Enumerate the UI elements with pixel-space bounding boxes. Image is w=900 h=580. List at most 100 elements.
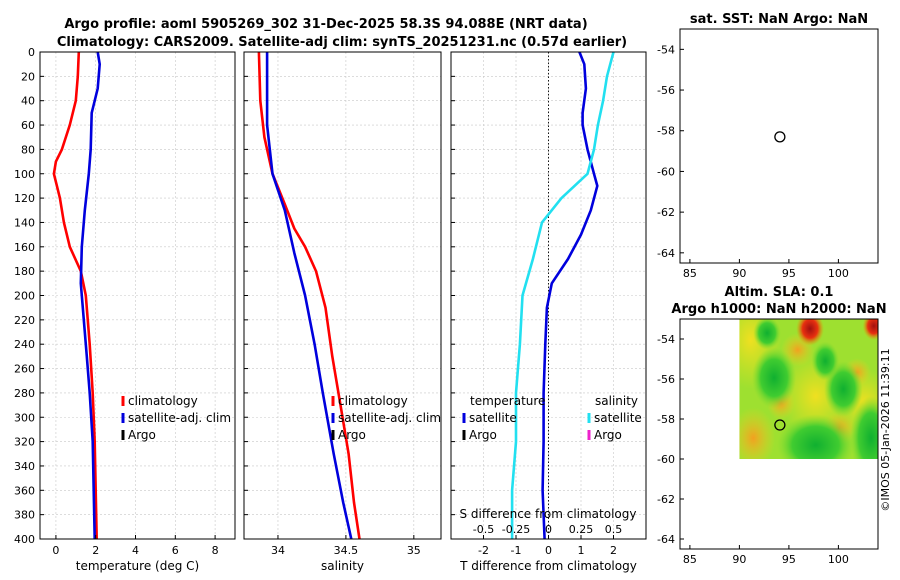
- difference-xtick-label: 1: [578, 544, 585, 557]
- sla_map-xtick-label: 95: [782, 553, 796, 566]
- temperature-ytick-label: 20: [21, 70, 35, 83]
- temperature-series-line: [52, 51, 98, 540]
- sla-heatmap-cell: [739, 407, 776, 459]
- sst_map-ytick-label: -56: [657, 84, 675, 97]
- difference-salinity-legend-label: Argo: [594, 428, 622, 442]
- temperature-ytick-label: 300: [14, 411, 35, 424]
- temperature-legend-label: Argo: [128, 428, 156, 442]
- sla_map-argo-marker: [774, 419, 786, 431]
- sla-heatmap-cell: [811, 341, 840, 381]
- temperature-xtick-label: 4: [132, 544, 139, 557]
- sla-heatmap: [739, 319, 879, 459]
- sla_map-ytick-label: -54: [657, 333, 675, 346]
- sst_map-ytick-label: -54: [657, 43, 675, 56]
- difference-salinity-legend-label: satellite: [594, 411, 642, 425]
- difference-s-tick-label: 0.25: [569, 523, 594, 536]
- sla_map-frame: [679, 318, 879, 550]
- sla-map-panel: Altim. SLA: 0.1 Argo h1000: NaN h2000: Na…: [657, 285, 887, 566]
- sla-map-title-line1: Altim. SLA: 0.1: [725, 285, 834, 300]
- figure-title-line1: Argo profile: aoml 5905269_302 31-Dec-20…: [64, 17, 587, 32]
- figure-title-line2: Climatology: CARS2009. Satellite-adj cli…: [57, 35, 627, 50]
- credit-text: ©IMOS 05-Jan-2026 11:39:11: [879, 348, 892, 511]
- temperature-ytick-label: 0: [28, 46, 35, 59]
- difference-xtick-label: 2: [610, 544, 617, 557]
- salinity-xlabel: salinity: [321, 559, 364, 573]
- difference-xtick-label: 0: [545, 544, 552, 557]
- difference-xlabel: T difference from climatology: [459, 559, 637, 573]
- temperature-legend-label: climatology: [128, 394, 198, 408]
- temperature-ytick-label: 340: [14, 460, 35, 473]
- temperature-ytick-label: 140: [14, 216, 35, 229]
- difference-xtick-label: -1: [511, 544, 522, 557]
- sla-heatmap-cell: [776, 414, 855, 459]
- temperature-ytick-label: 400: [14, 533, 35, 546]
- temperature-ytick-label: 60: [21, 119, 35, 132]
- salinity-legend-label: satellite-adj. clim: [338, 411, 441, 425]
- sla_map-xtick-label: 85: [683, 553, 697, 566]
- sst_map-xtick-label: 85: [683, 267, 697, 280]
- temperature-ytick-label: 320: [14, 436, 35, 449]
- temperature-ytick-label: 180: [14, 265, 35, 278]
- temperature-ytick-label: 280: [14, 387, 35, 400]
- sla_map-xtick-label: 100: [828, 553, 849, 566]
- sst_map-xtick-label: 90: [732, 267, 746, 280]
- temperature-ytick-label: 380: [14, 509, 35, 522]
- temperature-series-line: [79, 51, 101, 540]
- salinity-legend-label: Argo: [338, 428, 366, 442]
- sla_map-ytick-label: -64: [657, 533, 675, 546]
- sla-heatmap-cell: [850, 396, 879, 459]
- sst-map-panel: sat. SST: NaN Argo: NaN 85 90 95 100 -54 -56 -5…: [657, 12, 879, 280]
- difference-s-tick-label: 0: [545, 523, 552, 536]
- difference-s-tick-label: -0.5: [473, 523, 494, 536]
- salinity-xtick-label: 35: [407, 544, 421, 557]
- difference-legend-temperature-title: temperature: [470, 394, 545, 408]
- sla-heatmap-cell: [862, 319, 879, 340]
- sla_map-ytick-label: -56: [657, 373, 675, 386]
- difference-legend-salinity-title: salinity: [595, 394, 638, 408]
- temperature-xlabel: temperature (deg C): [76, 559, 199, 573]
- temperature-panel: 0 2 4 6 802040608010012014016018020022024026…: [14, 46, 236, 573]
- sst_map-bg: [680, 29, 878, 263]
- temperature-ytick-label: 260: [14, 363, 35, 376]
- sla_map-xtick-label: 90: [732, 553, 746, 566]
- sst_map-ytick-label: -60: [657, 165, 675, 178]
- temperature-ytick-label: 80: [21, 143, 35, 156]
- temperature-ytick-label: 200: [14, 290, 35, 303]
- salinity-legend-label: climatology: [338, 394, 408, 408]
- sla-heatmap-cell: [753, 319, 781, 350]
- difference-series-line: [510, 51, 615, 539]
- sst_map-frame: [679, 28, 879, 264]
- sla_map-ytick-label: -58: [657, 413, 675, 426]
- sla-heatmap-cell: [751, 347, 797, 409]
- temperature-ytick-label: 220: [14, 314, 35, 327]
- sla_map-ytick-label: -62: [657, 493, 675, 506]
- sst_map-xtick-label: 100: [828, 267, 849, 280]
- temperature-legend-label: satellite-adj. clim: [128, 411, 231, 425]
- temperature-ytick-label: 100: [14, 168, 35, 181]
- temperature-ytick-label: 120: [14, 192, 35, 205]
- temperature-xtick-label: 2: [92, 544, 99, 557]
- salinity-series-line: [265, 52, 353, 540]
- salinity-series-line: [257, 51, 361, 540]
- sst_map-argo-marker: [774, 131, 786, 143]
- difference-temperature-legend-label: satellite: [469, 411, 517, 425]
- difference-temperature-legend-label: Argo: [469, 428, 497, 442]
- difference-series-line: [541, 51, 599, 540]
- temperature-ytick-label: 40: [21, 95, 35, 108]
- temperature-xtick-label: 0: [52, 544, 59, 557]
- salinity-xtick-label: 34.5: [334, 544, 359, 557]
- temperature-xtick-label: 6: [172, 544, 179, 557]
- temperature-ytick-label: 360: [14, 484, 35, 497]
- difference-s-tick-label: -0.25: [502, 523, 530, 536]
- salinity-panel: 34 34.5 35 salinity climatology satellite-adj…: [243, 51, 442, 573]
- sla_map-ytick-label: -60: [657, 453, 675, 466]
- difference-xtick-label: -2: [478, 544, 489, 557]
- temperature-ytick-label: 160: [14, 241, 35, 254]
- sla-map-title-line2: Argo h1000: NaN h2000: NaN: [671, 302, 886, 317]
- difference-panel: -2 -1 0 1 2 T difference from climatology S di…: [450, 51, 647, 573]
- sst_map-ytick-label: -62: [657, 206, 675, 219]
- temperature-xtick-label: 8: [212, 544, 219, 557]
- salinity-xtick-label: 34: [271, 544, 285, 557]
- difference-top-xlabel: S difference from climatology: [460, 507, 637, 521]
